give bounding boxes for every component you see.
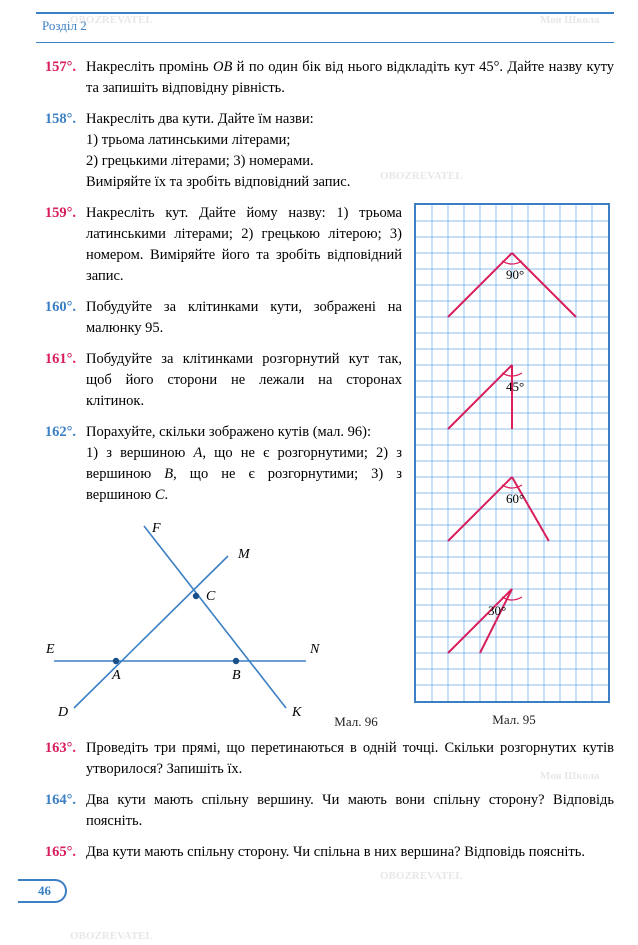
problem-text: Накресліть два кути. Дайте їм назви:1) т… [86,109,614,193]
svg-text:M: M [237,547,251,562]
page-number: 46 [18,879,67,903]
figure-95-svg: 90° 45° 60° 30° [414,203,610,703]
top-rule [36,12,614,14]
problem-text: Побудуйте за клітинками кути, зображені … [86,297,402,339]
problem-159: 159°. Накресліть кут. Дайте йому назву: … [36,203,402,287]
svg-text:B: B [232,668,241,683]
problem-text: Накресліть кут. Дайте йому назву: 1) трь… [86,203,402,287]
problem-text: Накресліть промінь OB й по один бік від … [86,57,614,99]
problem-number: 159°. [36,203,76,287]
figure-96-svg: A B C D E F K M N [36,516,336,716]
svg-text:A: A [111,668,121,683]
figure-95-caption: Мал. 95 [414,712,614,728]
svg-text:45°: 45° [506,379,524,394]
problem-number: 157°. [36,57,76,99]
figure-column: 90° 45° 60° 30° Мал. 95 [414,203,614,738]
content-row: 159°. Накресліть кут. Дайте йому назву: … [36,203,614,738]
page: Розділ 2 157°. Накресліть промінь OB й п… [0,0,638,919]
text-column: 159°. Накресліть кут. Дайте йому назву: … [36,203,402,738]
problem-163: 163°. Проведіть три прямі, що перетинают… [36,738,614,780]
problem-number: 165°. [36,842,76,863]
problem-161: 161°. Побудуйте за клітинками розгорнути… [36,349,402,412]
problem-number: 160°. [36,297,76,339]
rule-2 [36,42,614,43]
problem-number: 158°. [36,109,76,193]
svg-text:N: N [309,642,320,657]
problem-text: Два кути мають спільну вершину. Чи мають… [86,790,614,832]
problem-text: Порахуйте, скільки зображено кутів (мал.… [86,422,402,506]
svg-text:60°: 60° [506,491,524,506]
problem-number: 163°. [36,738,76,780]
chapter-label: Розділ 2 [42,18,614,34]
problem-text: Проведіть три прямі, що перетинаються в … [86,738,614,780]
svg-text:E: E [45,642,55,657]
problem-157: 157°. Накресліть промінь OB й по один бі… [36,57,614,99]
svg-text:F: F [151,521,161,536]
svg-text:D: D [57,705,68,716]
svg-text:90°: 90° [506,267,524,282]
svg-text:K: K [291,705,302,716]
problem-number: 161°. [36,349,76,412]
svg-text:C: C [206,589,216,604]
problem-165: 165°. Два кути мають спільну сторону. Чи… [36,842,614,863]
watermark: OBOZREVATEL [70,930,153,942]
figure-96: A B C D E F K M N [36,516,402,721]
problem-162: 162°. Порахуйте, скільки зображено кутів… [36,422,402,506]
problem-number: 164°. [36,790,76,832]
problem-number: 162°. [36,422,76,506]
problem-160: 160°. Побудуйте за клітинками кути, зобр… [36,297,402,339]
problem-158: 158°. Накресліть два кути. Дайте їм назв… [36,109,614,193]
problem-text: Два кути мають спільну сторону. Чи спіль… [86,842,614,863]
figure-96-caption: Мал. 96 [316,714,396,730]
svg-text:30°: 30° [488,603,506,618]
problem-text: Побудуйте за клітинками розгорнутий кут … [86,349,402,412]
problem-164: 164°. Два кути мають спільну вершину. Чи… [36,790,614,832]
page-number-wrap: 46 [36,873,614,903]
